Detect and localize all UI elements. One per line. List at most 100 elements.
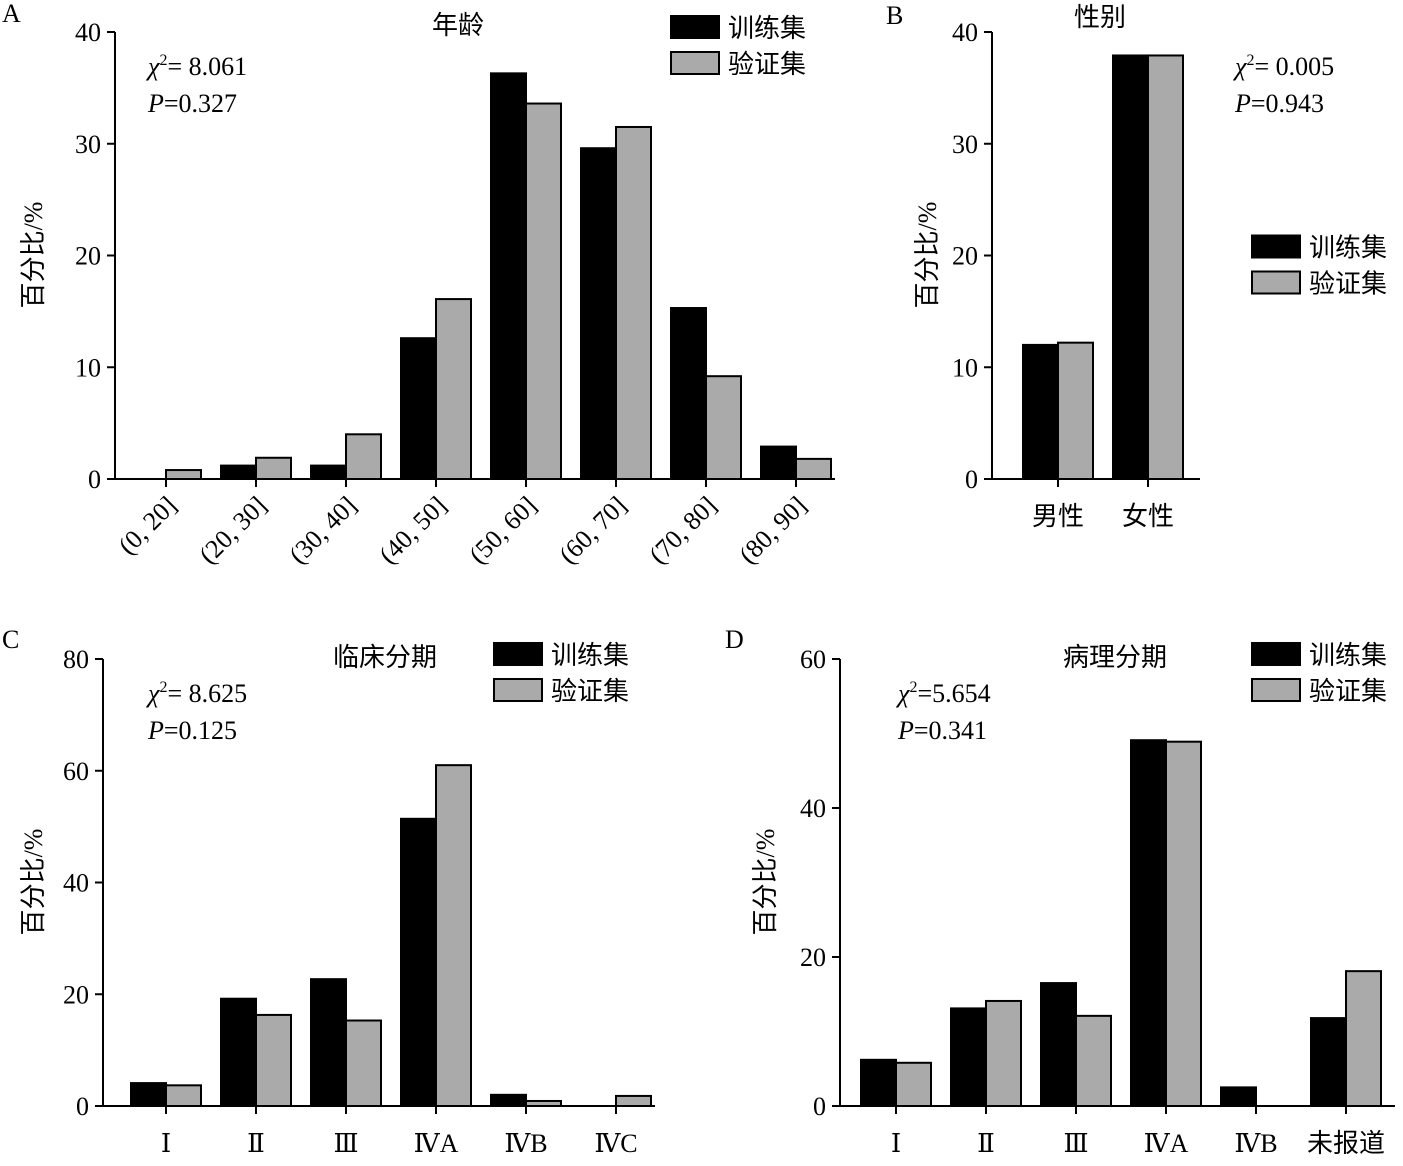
bar bbox=[1345, 970, 1382, 1108]
y-axis-label: 百分比/% bbox=[751, 829, 780, 936]
bar bbox=[895, 1061, 932, 1108]
legend-swatch bbox=[1251, 234, 1301, 259]
stat-p: P=0.943 bbox=[1234, 89, 1324, 118]
chi-value: = 0.005 bbox=[1254, 52, 1334, 81]
stat-p: P=0.341 bbox=[897, 716, 987, 745]
bar bbox=[435, 764, 472, 1107]
legend-swatch bbox=[493, 642, 543, 666]
bar bbox=[615, 125, 652, 481]
y-tick-label: 0 bbox=[88, 465, 101, 494]
chi-sup: 2 bbox=[159, 679, 167, 696]
legend-swatch bbox=[670, 51, 720, 75]
y-tick-label: 30 bbox=[952, 130, 978, 159]
chi-value: = 8.061 bbox=[167, 52, 247, 81]
legend-label: 训练集 bbox=[1309, 641, 1387, 670]
bar bbox=[220, 464, 257, 480]
chi-symbol: χ bbox=[145, 679, 160, 708]
legend-label: 训练集 bbox=[728, 14, 806, 43]
x-tick-label: ⅣA bbox=[414, 1129, 459, 1158]
y-axis-label: 百分比/% bbox=[19, 829, 48, 936]
panel-letter: A bbox=[2, 0, 21, 28]
bar bbox=[255, 1013, 292, 1108]
bar bbox=[400, 337, 437, 480]
bar bbox=[345, 433, 382, 480]
x-tick-label: 未报道 bbox=[1307, 1129, 1385, 1158]
y-tick-label: 20 bbox=[63, 980, 89, 1009]
chi-sup: 2 bbox=[909, 679, 917, 696]
bar bbox=[130, 1082, 167, 1108]
y-tick-label: 0 bbox=[76, 1092, 89, 1121]
legend-swatch bbox=[1251, 270, 1301, 295]
y-tick-label: 40 bbox=[75, 18, 101, 47]
chi-symbol: χ bbox=[895, 679, 910, 708]
bar bbox=[615, 1094, 652, 1108]
bar bbox=[580, 147, 617, 480]
x-tick-label: (80, 90] bbox=[734, 491, 813, 570]
panel-letter: D bbox=[725, 625, 744, 654]
bar bbox=[1147, 54, 1184, 480]
bar bbox=[435, 298, 472, 480]
p-symbol: P bbox=[897, 716, 914, 745]
chi-sup: 2 bbox=[1246, 52, 1254, 69]
x-tick-label: (70, 80] bbox=[644, 491, 723, 570]
stat-chi: χ2= 8.061 bbox=[145, 52, 247, 81]
y-tick-label: 60 bbox=[800, 645, 826, 674]
p-value: =0.341 bbox=[914, 716, 987, 745]
bar bbox=[525, 1099, 562, 1107]
x-tick-label: Ⅲ bbox=[1063, 1129, 1088, 1158]
legend-label: 训练集 bbox=[1309, 234, 1387, 263]
bar bbox=[1130, 739, 1167, 1108]
y-tick-label: 0 bbox=[813, 1092, 826, 1121]
y-tick-label: 20 bbox=[952, 242, 978, 271]
bar bbox=[255, 456, 292, 480]
bar bbox=[345, 1019, 382, 1107]
x-tick-label: (0, 20] bbox=[113, 491, 183, 561]
bar bbox=[670, 307, 707, 480]
x-tick-label: 女性 bbox=[1122, 502, 1174, 531]
bar bbox=[1022, 343, 1059, 480]
x-tick-label: ⅣC bbox=[594, 1129, 637, 1158]
chart-title: 年龄 bbox=[432, 11, 484, 40]
bar bbox=[985, 999, 1022, 1108]
legend-label: 验证集 bbox=[551, 677, 629, 706]
bar bbox=[525, 102, 562, 481]
x-tick-label: (20, 30] bbox=[194, 491, 273, 570]
p-symbol: P bbox=[1234, 89, 1251, 118]
bar bbox=[400, 817, 437, 1107]
x-tick-label: 男性 bbox=[1032, 502, 1084, 531]
y-tick-label: 30 bbox=[75, 130, 101, 159]
x-tick-label: Ⅱ bbox=[247, 1129, 265, 1158]
x-tick-label: Ⅲ bbox=[333, 1129, 358, 1158]
bar bbox=[950, 1007, 987, 1108]
bar bbox=[1057, 341, 1094, 481]
y-tick-label: 10 bbox=[75, 353, 101, 382]
chi-value: = 8.625 bbox=[167, 679, 247, 708]
chi-sup: 2 bbox=[159, 52, 167, 69]
y-tick-label: 0 bbox=[965, 465, 978, 494]
bar bbox=[310, 978, 347, 1108]
stat-chi: χ2= 0.005 bbox=[1232, 52, 1334, 81]
panel-letter: B bbox=[886, 1, 903, 30]
y-tick-label: 40 bbox=[63, 869, 89, 898]
chi-value: =5.654 bbox=[917, 679, 990, 708]
y-tick-label: 20 bbox=[75, 242, 101, 271]
chart-title: 临床分期 bbox=[333, 643, 437, 672]
p-symbol: P bbox=[147, 716, 164, 745]
p-value: =0.125 bbox=[164, 716, 237, 745]
p-value: =0.327 bbox=[164, 89, 237, 118]
chart-title: 性别 bbox=[1074, 3, 1126, 32]
bar bbox=[165, 1084, 202, 1108]
y-axis-label: 百分比/% bbox=[913, 202, 942, 309]
x-tick-label: ⅣB bbox=[504, 1129, 547, 1158]
y-tick-label: 40 bbox=[952, 18, 978, 47]
bar bbox=[165, 469, 202, 480]
bar bbox=[220, 997, 257, 1107]
x-tick-label: (60, 70] bbox=[554, 491, 633, 570]
x-tick-label: ⅣB bbox=[1234, 1129, 1277, 1158]
legend-label: 训练集 bbox=[551, 641, 629, 670]
bar bbox=[1112, 54, 1149, 480]
